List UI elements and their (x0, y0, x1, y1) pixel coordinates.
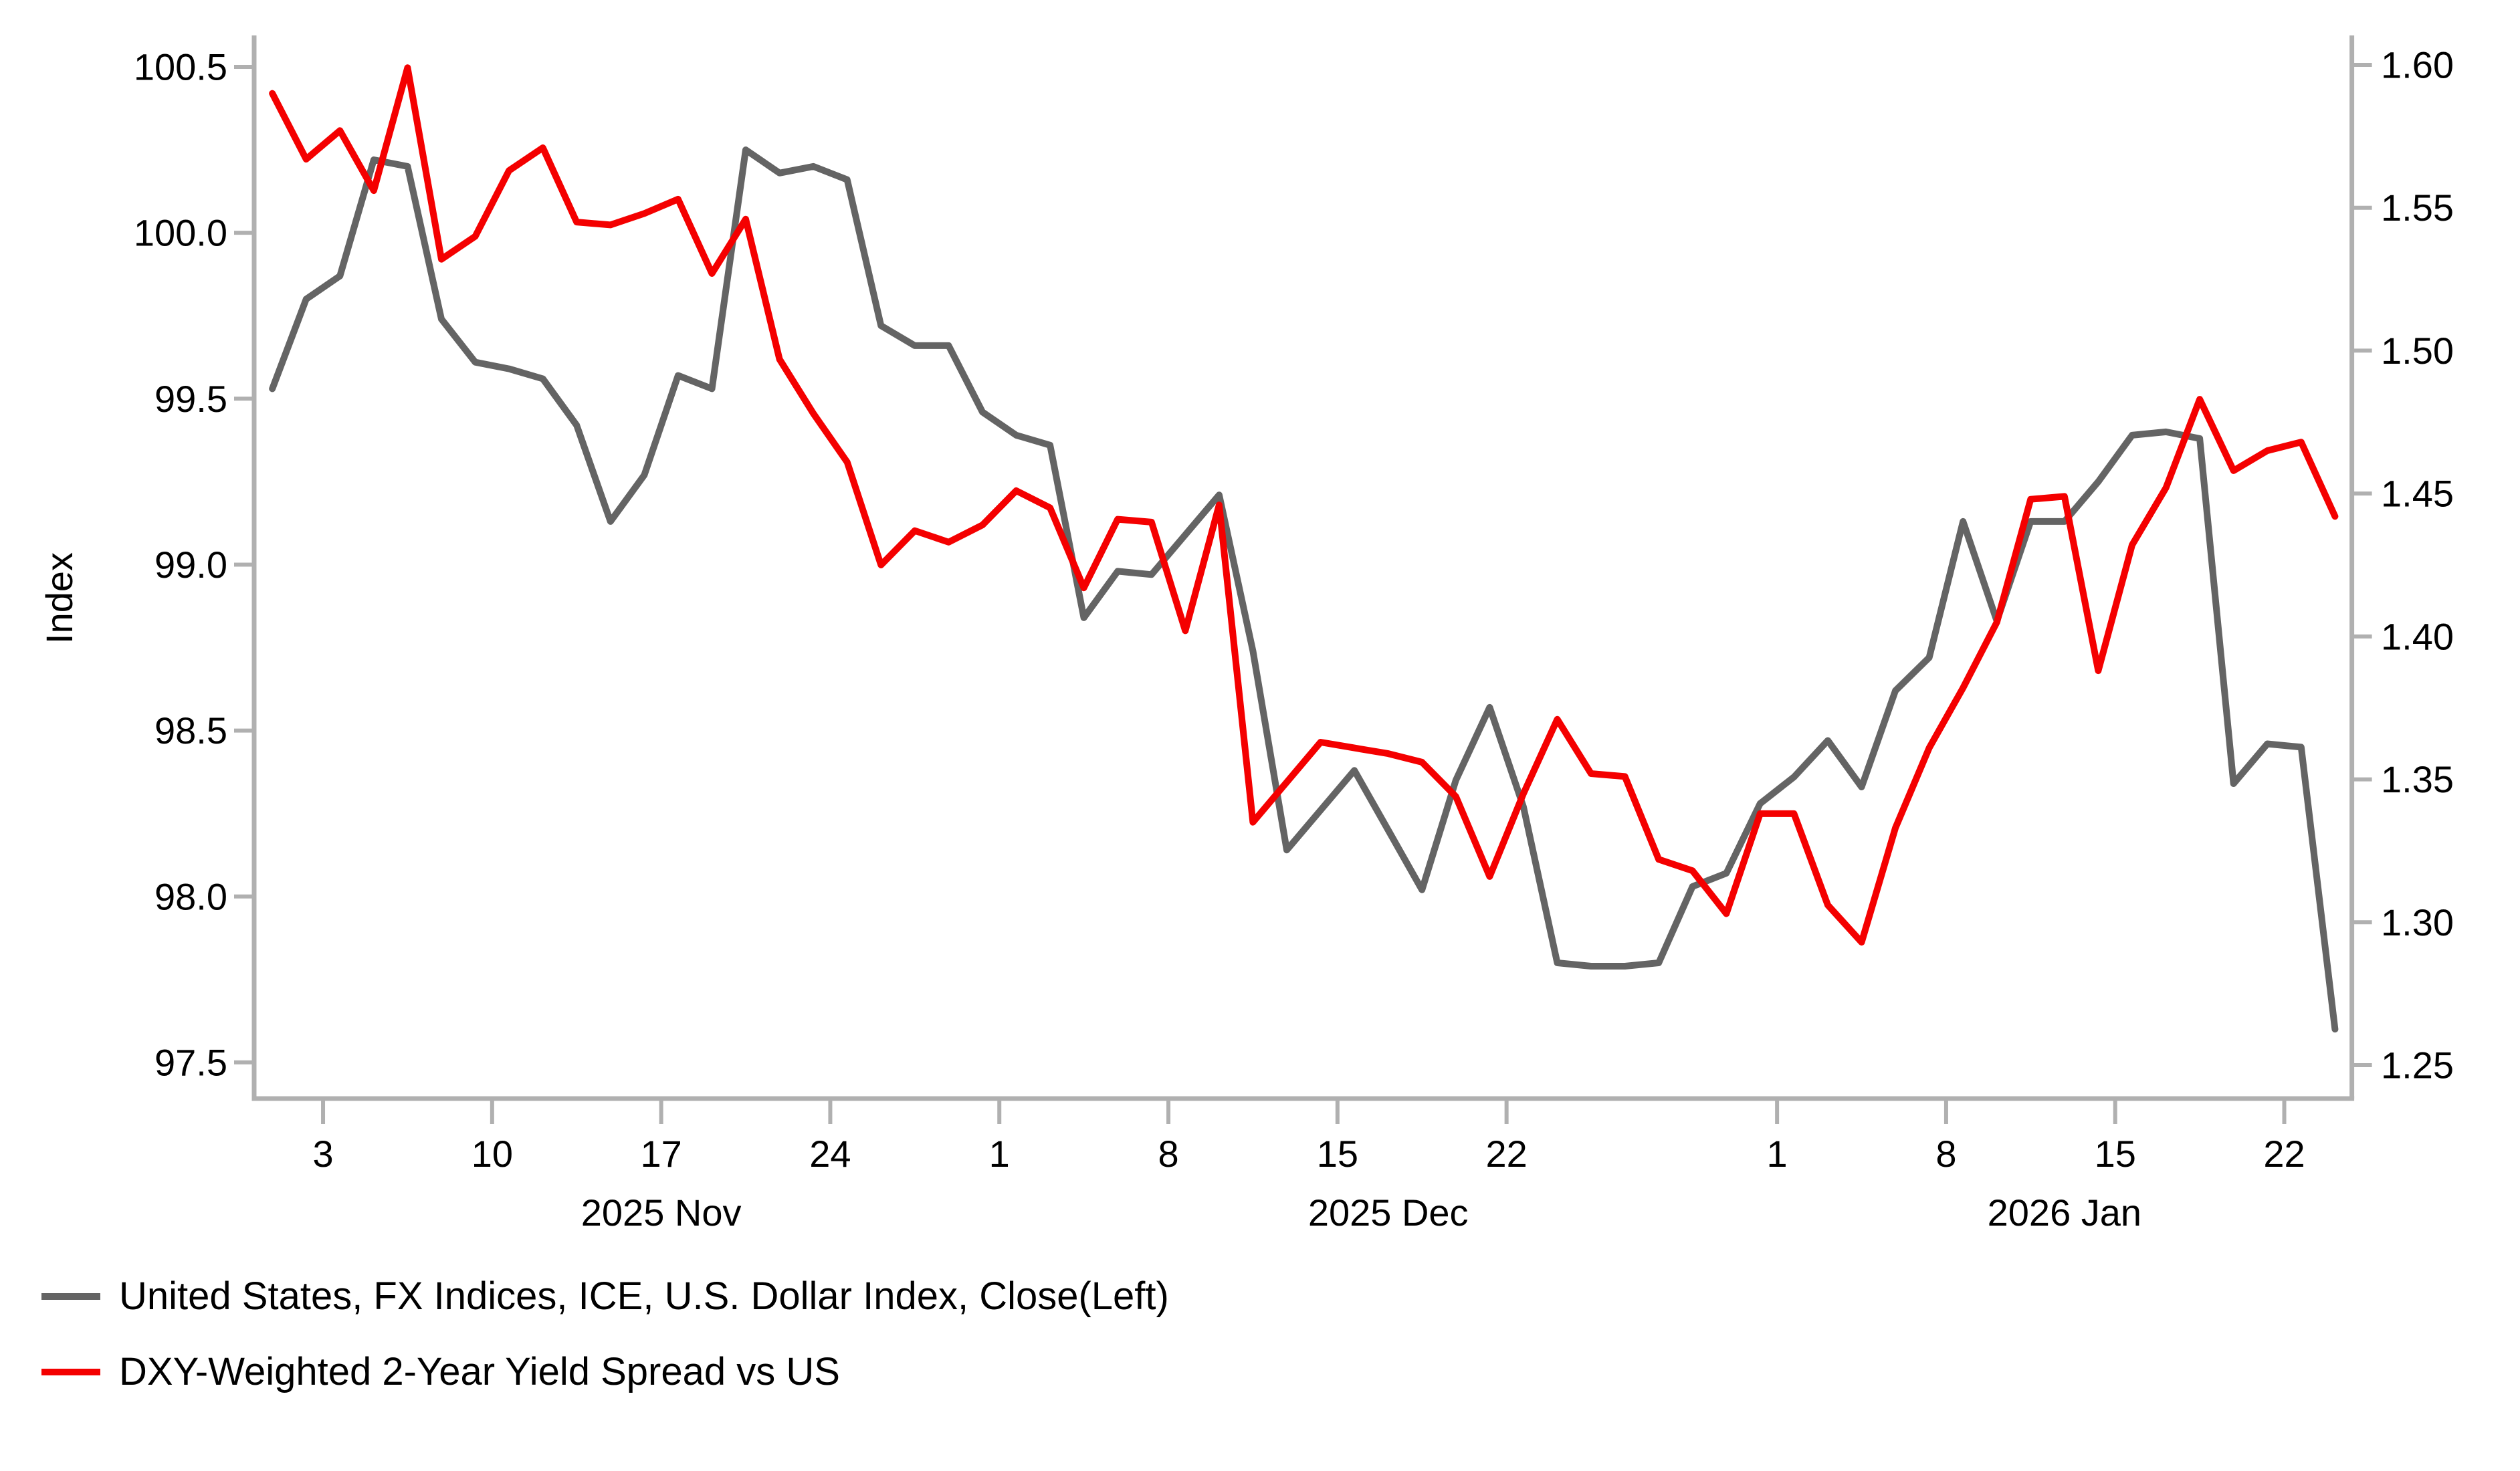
y-axis-title: Index (38, 552, 80, 644)
y-right-tick-label: 1.30 (2381, 901, 2454, 943)
y-right-tick-label: 1.25 (2381, 1044, 2454, 1087)
y-right-tick-label: 1.55 (2381, 187, 2454, 229)
x-tick-label: 3 (312, 1133, 333, 1175)
x-tick-label: 8 (1158, 1133, 1178, 1175)
x-tick-label: 24 (809, 1133, 851, 1175)
y-left-tick-label: 99.5 (154, 378, 227, 420)
legend-swatch-red (41, 1368, 100, 1375)
series-line-yield-spread (269, 64, 2339, 946)
x-tick-label: 10 (471, 1133, 513, 1175)
y-right-tick-label: 1.45 (2381, 473, 2454, 515)
y-left-tick-label: 100.5 (134, 46, 227, 88)
y-left-tick-label: 98.5 (154, 709, 227, 752)
y-right-tick-label: 1.60 (2381, 44, 2454, 86)
x-month-label: 2026 Jan (1988, 1192, 2141, 1234)
legend-label-spread: DXY-Weighted 2-Year Yield Spread vs US (119, 1350, 840, 1393)
y-right-tick-label: 1.40 (2381, 615, 2454, 657)
x-tick-label: 8 (1935, 1133, 1956, 1175)
y-left-tick-label: 98.0 (154, 875, 227, 917)
x-month-label: 2025 Nov (581, 1192, 742, 1234)
legend: United States, FX Indices, ICE, U.S. Dol… (41, 1274, 1169, 1394)
series-line-dollar-index (269, 146, 2339, 1033)
y-left-tick-label: 99.0 (154, 544, 227, 586)
y-left-tick-label: 97.5 (154, 1041, 227, 1083)
x-tick-label: 15 (2095, 1133, 2136, 1175)
legend-item-dxy: United States, FX Indices, ICE, U.S. Dol… (41, 1274, 1169, 1319)
y-right-tick-label: 1.50 (2381, 330, 2454, 372)
x-tick-label: 22 (2263, 1133, 2305, 1175)
legend-swatch-gray (41, 1292, 100, 1300)
y-left-tick-label: 100.0 (134, 212, 227, 254)
x-tick-label: 15 (1317, 1133, 1358, 1175)
y-right-tick-label: 1.35 (2381, 758, 2454, 800)
legend-label-dxy: United States, FX Indices, ICE, U.S. Dol… (119, 1274, 1169, 1318)
x-tick-label: 17 (640, 1133, 681, 1175)
x-tick-label: 22 (1485, 1133, 1527, 1175)
x-tick-label: 1 (989, 1133, 1010, 1175)
x-tick-label: 1 (1767, 1133, 1788, 1175)
x-month-label: 2025 Dec (1308, 1192, 1469, 1234)
legend-item-spread: DXY-Weighted 2-Year Yield Spread vs US (41, 1349, 1169, 1394)
